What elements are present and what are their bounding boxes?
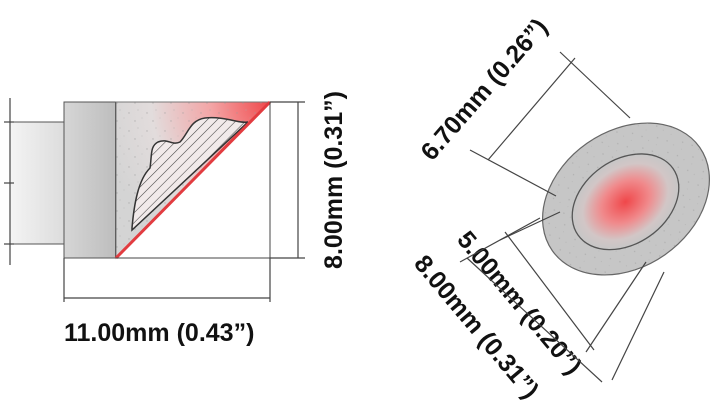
outer-dimension — [459, 217, 665, 383]
collar — [63, 101, 117, 259]
inner-dimension — [499, 211, 647, 353]
width-dimension — [63, 258, 271, 302]
shaft — [9, 121, 66, 245]
hot-edge — [114, 100, 272, 260]
hatched-section — [131, 116, 251, 232]
face-view: 6.70mm (0.26”) 5.00mm (0.20”) 8.00mm (0.… — [408, 13, 711, 404]
width-label: 11.00mm (0.43”) — [64, 319, 254, 347]
shaft-ticks — [4, 98, 14, 265]
inner-face — [571, 153, 680, 251]
side-view: 8.00mm (0.31”) 11.00mm (0.43”) — [4, 91, 348, 347]
diagonal-label: 6.70mm (0.26”) — [415, 13, 553, 166]
height-dimension — [270, 101, 305, 259]
diagonal-dimension — [469, 51, 631, 197]
height-label: 8.00mm (0.31”) — [320, 91, 348, 269]
